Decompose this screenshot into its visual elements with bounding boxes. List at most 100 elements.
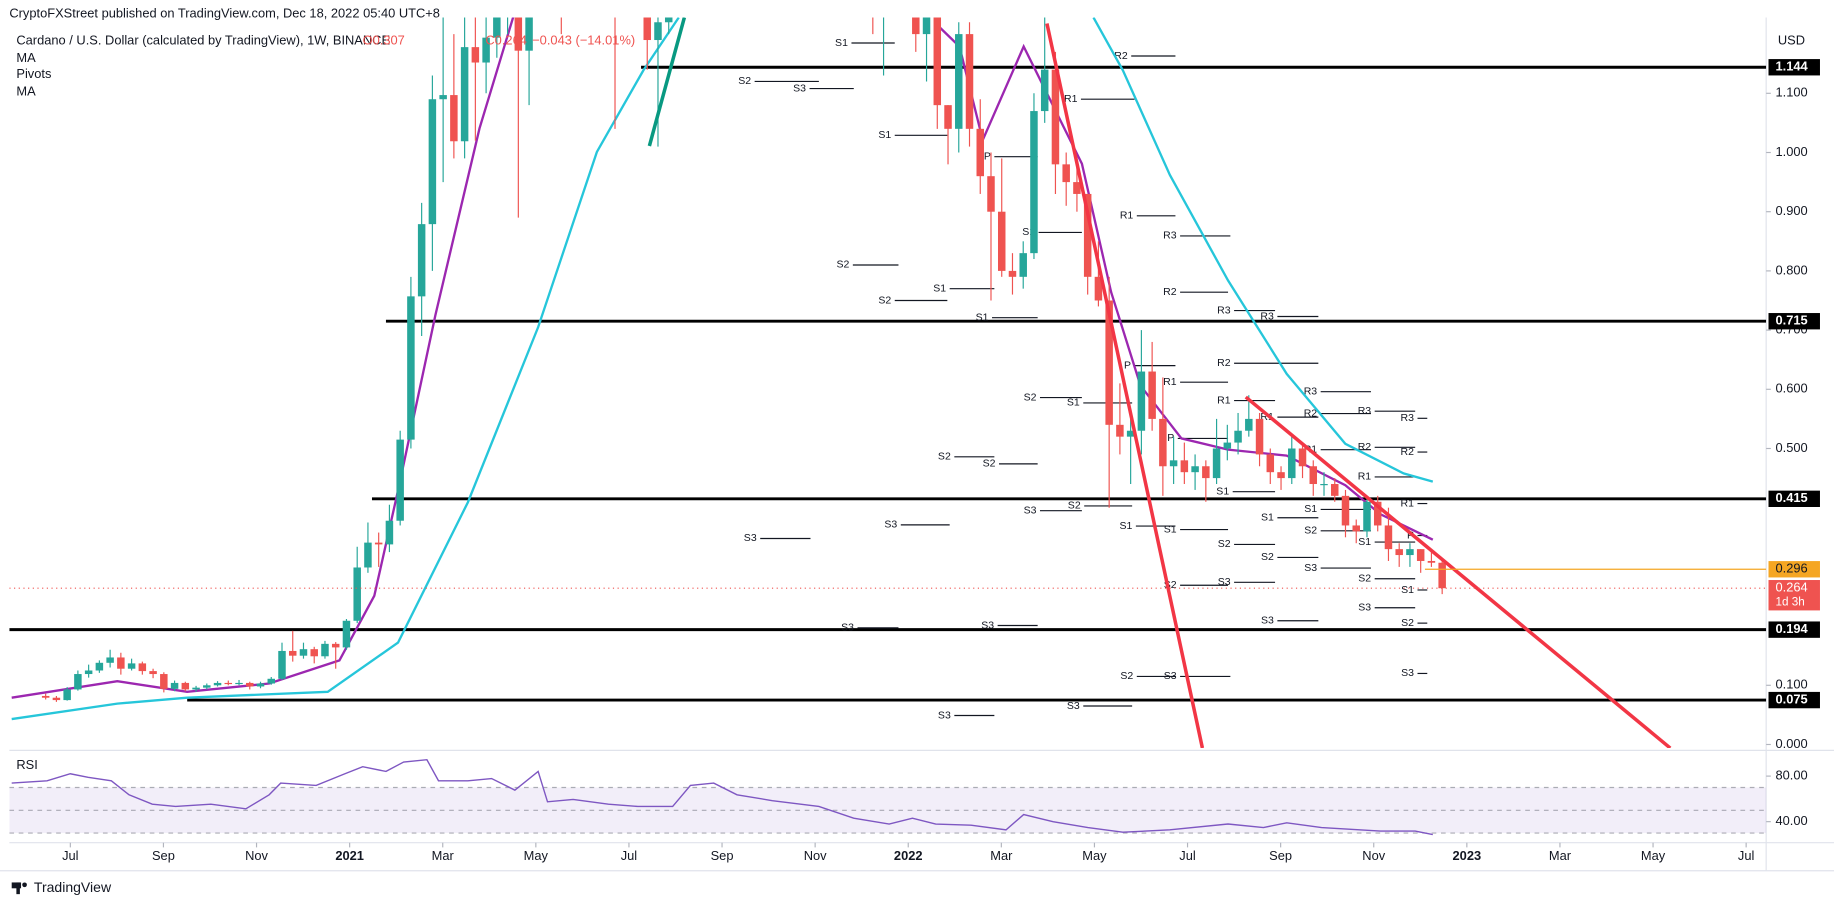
pivot-label: S1 (1119, 520, 1132, 532)
candle-body (203, 685, 211, 688)
level-label-box (1768, 490, 1820, 507)
candle-body (1062, 164, 1070, 183)
candle-body (213, 682, 222, 686)
candle-body (471, 47, 480, 63)
pivot-label: R3 (1217, 304, 1231, 316)
y-tick-label: 0.000 (1776, 736, 1808, 751)
rsi-title: RSI (16, 757, 37, 772)
candle-body (1191, 466, 1199, 473)
x-tick-label: Nov (1362, 848, 1385, 863)
x-tick-label: Nov (245, 848, 268, 863)
pivot-label: S2 (1304, 525, 1317, 537)
indicator-name: MA (16, 50, 36, 65)
candle-body (1105, 300, 1113, 425)
candle-body (514, 17, 523, 51)
candle-body (246, 682, 254, 687)
level-label: 0.075 (1776, 691, 1808, 706)
pivot-label: R3 (1304, 385, 1318, 397)
candle-body (1083, 193, 1092, 277)
candle-body (1288, 448, 1296, 479)
brand-logo (11, 882, 27, 895)
level-label: 0.415 (1776, 490, 1808, 505)
pivot-label: S3 (1218, 576, 1231, 588)
pivot-label: P (1167, 432, 1174, 444)
candle-body (997, 211, 1006, 271)
pivot-label: S1 (1304, 503, 1317, 515)
x-tick-label: May (1082, 848, 1107, 863)
candle-body (987, 176, 995, 212)
y-tick-label: 0.900 (1776, 203, 1808, 218)
x-tick-label: Jul (1738, 848, 1754, 863)
candle-body (1051, 69, 1060, 165)
candle-body (933, 17, 942, 106)
pivot-label: S1 (1401, 584, 1414, 596)
candle-body (944, 105, 952, 129)
x-tick-label: Mar (432, 848, 455, 863)
pivot-label: S3 (744, 532, 757, 544)
pivot-label: S1 (1261, 512, 1274, 524)
x-tick-label: 2023 (1453, 848, 1482, 863)
level-label: 0.194 (1776, 621, 1809, 636)
rsi-line (11, 758, 1433, 836)
pivot-label: R2 (1217, 357, 1231, 369)
candle-body (1331, 484, 1339, 496)
candle-body (1363, 501, 1371, 532)
candle-body (1406, 549, 1414, 556)
pivot-label: S1 (1067, 397, 1080, 409)
moving-average (11, 17, 1434, 721)
candle-body (460, 47, 469, 142)
level-label-box (1768, 621, 1820, 638)
pivot-label: S3 (884, 519, 897, 531)
candle-body (84, 670, 93, 675)
pivot-label: S3 (1261, 615, 1274, 627)
trendline (1244, 395, 1672, 749)
candle-body (117, 657, 125, 669)
x-tick-label: Mar (1549, 848, 1572, 863)
pivot-label: S1 (1358, 536, 1371, 548)
legend-open: O0.307 (363, 32, 405, 47)
last-price-label: 0.264 (1776, 580, 1808, 595)
x-tick-label: Jul (62, 848, 78, 863)
pivot-label: S2 (836, 259, 849, 271)
legend-change: −0.043 (−14.01%) (532, 32, 635, 47)
candle-body (1008, 270, 1017, 277)
candle-body (1202, 466, 1210, 479)
last-price-box (1768, 580, 1820, 611)
candle-body (396, 439, 404, 521)
candle-body (1341, 495, 1350, 526)
candle-body (385, 520, 394, 545)
candle-body (1309, 466, 1318, 485)
pivot-label: S3 (1067, 700, 1080, 712)
candle-body (149, 671, 157, 675)
candle-body (1030, 111, 1038, 254)
x-tick-label: 2022 (894, 848, 923, 863)
candle-body (1159, 418, 1167, 467)
pivot-label: S2 (983, 458, 996, 470)
rsi-tick-label: 80.00 (1776, 767, 1808, 782)
candle-body (1298, 448, 1307, 467)
candle-body (643, 17, 651, 41)
x-tick-label: May (524, 848, 549, 863)
pivot-label: S3 (1358, 602, 1371, 614)
candle-body (181, 682, 190, 690)
candle-body (1438, 562, 1446, 589)
candle-body (192, 687, 200, 690)
pivot-label: S1 (878, 129, 891, 141)
pivot-label: S3 (841, 622, 854, 634)
pivot-label: R2 (1163, 286, 1177, 298)
candle-body (256, 683, 265, 687)
currency: USD (1778, 32, 1805, 47)
x-tick-label: Sep (1269, 848, 1292, 863)
level-label: 0.715 (1776, 313, 1808, 328)
candle-body (364, 542, 372, 568)
candle-body (138, 663, 147, 672)
countdown-label: 1d 3h (1776, 595, 1805, 608)
candle-body (1040, 69, 1049, 112)
x-tick-label: Jul (621, 848, 637, 863)
x-tick-label: Nov (804, 848, 827, 863)
pivot-label: S2 (1358, 573, 1371, 585)
candle-body (170, 682, 179, 689)
candle-body (353, 567, 361, 621)
